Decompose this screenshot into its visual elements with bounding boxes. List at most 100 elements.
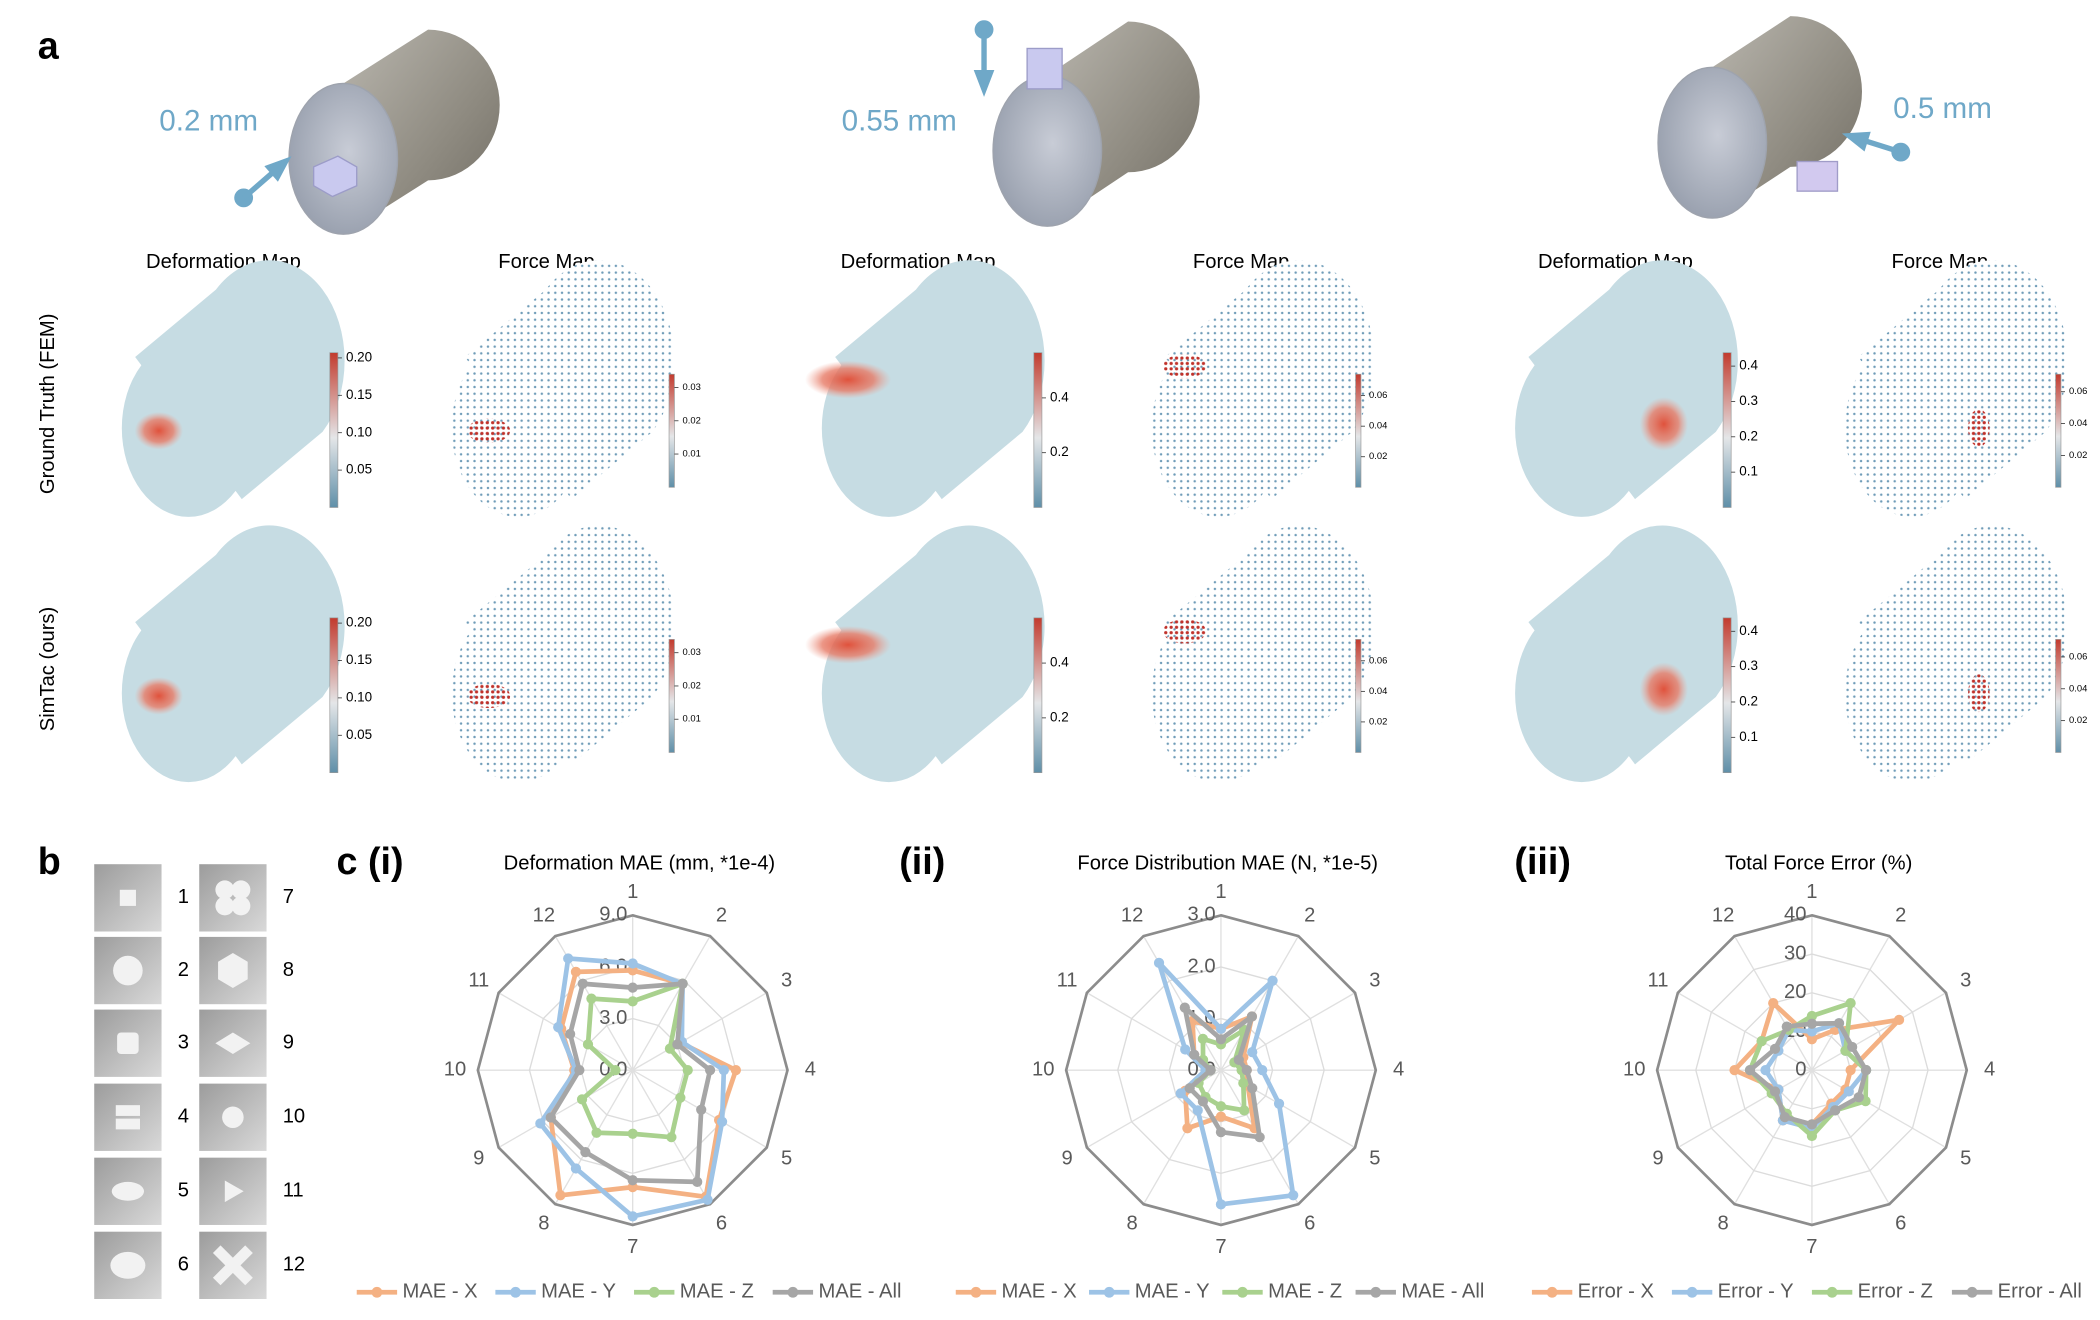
category-label: 6 <box>1895 1212 1906 1234</box>
category-label: 3 <box>1369 970 1380 992</box>
category-label: 2 <box>716 905 727 927</box>
legend-swatch-dot <box>787 1286 799 1298</box>
arrow-head <box>264 156 292 182</box>
colorbar-tick-label: 0.01 <box>683 713 701 724</box>
shape-number: 3 <box>178 1032 189 1054</box>
series-point <box>1192 1105 1203 1116</box>
series-point <box>672 1039 683 1050</box>
y-tick-label: 9.0 <box>599 904 627 926</box>
deformation-map <box>121 260 345 517</box>
force-hotspot <box>467 418 511 443</box>
category-label: 8 <box>1126 1212 1137 1234</box>
legend-label: MAE - X <box>403 1281 479 1303</box>
colorbar-tick-label: 0.1 <box>1739 464 1758 479</box>
series-point <box>696 1104 707 1115</box>
category-label: 11 <box>1648 970 1669 992</box>
spoke <box>554 1069 634 1205</box>
series-point <box>716 1116 728 1127</box>
deformation-hotspot <box>805 625 892 664</box>
colorbar <box>329 352 339 508</box>
series-point <box>627 982 638 993</box>
grid-ring <box>1655 913 1969 1227</box>
category-label: 4 <box>1984 1058 1995 1080</box>
deformation-hotspot <box>805 360 892 399</box>
arrow-head <box>973 69 995 97</box>
force-map <box>451 260 675 517</box>
shape-icon <box>215 880 235 900</box>
colorbar-tick-label: 0.20 <box>346 615 372 630</box>
series-point <box>1729 1065 1740 1076</box>
colorbar-tick-label: 0.4 <box>1050 389 1069 404</box>
category-label: 9 <box>1061 1147 1072 1169</box>
category-label: 5 <box>1960 1147 1971 1169</box>
colorbar-tick-label: 0.2 <box>1050 709 1069 724</box>
series-line <box>579 981 691 1140</box>
shape-number: 1 <box>178 886 189 908</box>
series-point <box>627 1211 638 1222</box>
shape-number: 10 <box>283 1106 305 1128</box>
chart-title: Force Distribution MAE (N, *1e-5) <box>1077 853 1378 875</box>
series-point <box>1184 1083 1195 1094</box>
displacement-label: 0.55 mm <box>842 104 957 137</box>
shape-number: 6 <box>178 1254 189 1276</box>
panel-label: c (i) <box>337 840 404 882</box>
series-point <box>1257 1065 1268 1076</box>
colorbar-tick-label: 0.01 <box>683 448 701 459</box>
legend-label: MAE - Y <box>1135 1281 1210 1303</box>
category-label: 10 <box>1032 1058 1054 1080</box>
series-point <box>553 1022 564 1033</box>
grid-ring <box>528 966 737 1175</box>
series-point <box>1175 1088 1186 1099</box>
series-point <box>1860 1065 1872 1076</box>
legend-swatch-dot <box>1370 1286 1382 1298</box>
deformation-map <box>1515 260 1738 517</box>
colorbar <box>1033 617 1043 774</box>
series-point <box>1153 957 1165 969</box>
series-point <box>1760 1065 1771 1076</box>
series-point <box>1806 1034 1818 1045</box>
category-label: 11 <box>1057 970 1078 992</box>
category-label: 7 <box>1806 1236 1817 1258</box>
category-label: 12 <box>1712 905 1734 927</box>
series-point <box>1853 1092 1864 1103</box>
grid-ring <box>1064 913 1378 1227</box>
grid-ring <box>1168 1017 1274 1123</box>
series-point <box>1769 1043 1781 1054</box>
indenter <box>1026 47 1063 90</box>
series-point <box>1833 1018 1845 1029</box>
series-point <box>1273 1098 1285 1109</box>
y-tick-label: 0 <box>1795 1058 1806 1080</box>
series-point <box>1215 1101 1227 1112</box>
colorbar <box>1355 639 1362 753</box>
chart-title: Deformation MAE (mm, *1e-4) <box>504 853 775 875</box>
colorbar <box>1033 352 1043 508</box>
series-point <box>1779 1111 1790 1123</box>
shape-number: 5 <box>178 1180 189 1202</box>
colorbar-tick-label: 0.05 <box>346 727 372 742</box>
shape-icon <box>218 953 248 989</box>
category-label: 7 <box>627 1236 638 1258</box>
y-tick-label: 20 <box>1784 981 1806 1003</box>
series-point <box>1267 975 1278 986</box>
force-map-face <box>1844 339 1979 517</box>
colorbar-tick-label: 0.15 <box>346 652 372 667</box>
colorbar-tick-label: 0.20 <box>346 349 372 364</box>
series-point <box>1845 1065 1856 1076</box>
colorbar-tick-label: 0.2 <box>1739 694 1758 709</box>
legend-label: Error - All <box>1998 1281 2082 1303</box>
category-label: 9 <box>1652 1147 1663 1169</box>
series-point <box>1769 1086 1781 1097</box>
panel-label: (ii) <box>899 840 945 882</box>
colorbar <box>1355 373 1362 488</box>
force-map-face <box>451 339 585 517</box>
column-title: Force Map <box>498 251 594 273</box>
y-tick-label: 30 <box>1784 942 1806 964</box>
colorbar-tick-label: 0.10 <box>346 424 372 439</box>
grid-ring <box>1695 953 1929 1187</box>
series-point <box>1806 1130 1818 1142</box>
series-point <box>1215 1034 1227 1045</box>
category-label: 5 <box>1369 1147 1380 1169</box>
series-point <box>574 1065 585 1076</box>
colorbar-tick-label: 0.02 <box>2069 449 2087 460</box>
series-point <box>1179 1002 1190 1013</box>
